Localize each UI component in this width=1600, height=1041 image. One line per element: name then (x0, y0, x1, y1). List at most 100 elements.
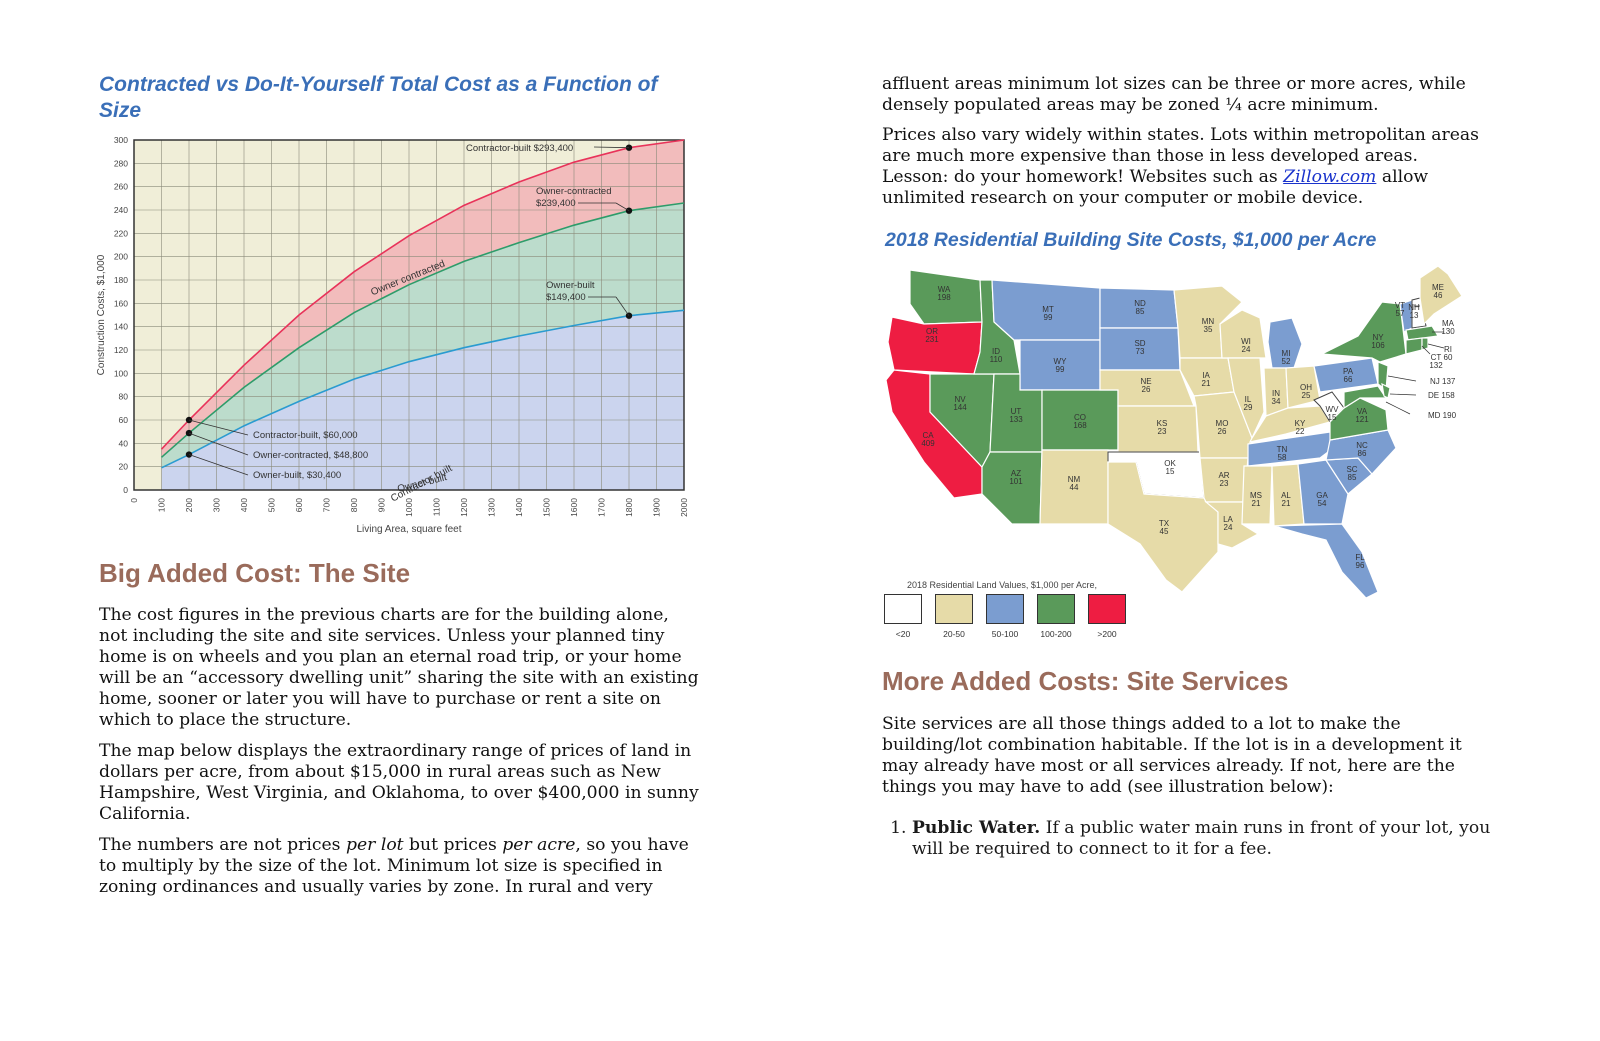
state-value-TX: 45 (1160, 527, 1169, 536)
state-label-AZ: AZ (1011, 469, 1021, 478)
state-label-AR: AR (1218, 471, 1229, 480)
annotation-owner-built-high: Owner-built (546, 280, 595, 291)
y-tick-label: 140 (114, 322, 128, 332)
state-label-ID: ID (992, 347, 1000, 356)
state-MA (1405, 325, 1439, 341)
legend-item: >200 (1087, 594, 1127, 639)
legend-label: >200 (1097, 629, 1117, 639)
state-value-NY: 106 (1371, 341, 1385, 350)
state-label-WY: WY (1054, 357, 1068, 366)
x-tick-label: 1900 (652, 498, 662, 517)
x-tick-label: 900 (377, 498, 387, 512)
state-label-NM: NM (1068, 475, 1081, 484)
x-tick-label: 200 (184, 498, 194, 512)
state-value-MS: 21 (1252, 499, 1261, 508)
state-label-CT: CT (1431, 353, 1442, 362)
state-label-MD: MD 190 (1428, 411, 1457, 420)
state-value-UT: 133 (1009, 415, 1023, 424)
y-tick-label: 280 (114, 158, 128, 168)
state-label-SD: SD (1134, 339, 1145, 348)
state-label-OH: OH (1300, 383, 1312, 392)
state-label-MN: MN (1202, 317, 1215, 326)
annotation-leader (188, 432, 249, 456)
x-tick-label: 800 (349, 498, 359, 512)
state-RI (1421, 337, 1429, 351)
y-tick-label: 0 (123, 485, 128, 495)
state-value-NM: 44 (1070, 483, 1079, 492)
series-line-2 (161, 309, 685, 469)
state-label-RI: RI (1444, 345, 1452, 354)
state-label-TN: TN (1277, 445, 1288, 454)
state-label-GA: GA (1316, 491, 1328, 500)
chart-title: Contracted vs Do-It-Yourself Total Cost … (99, 73, 658, 122)
x-tick-label: 400 (239, 498, 249, 512)
state-label-WA: WA (938, 285, 951, 294)
state-TX (1107, 461, 1219, 593)
y-tick-label: 240 (114, 205, 128, 215)
zillow-link[interactable]: Zillow.com (1283, 167, 1377, 187)
state-FL (1273, 523, 1379, 599)
state-value-WI: 24 (1242, 345, 1251, 354)
state-label-KS: KS (1157, 419, 1168, 428)
map-leader-line (1421, 345, 1431, 355)
state-value-GA: 54 (1318, 499, 1327, 508)
state-value-WA: 198 (937, 293, 951, 302)
state-AZ (981, 451, 1043, 525)
state-OR (887, 316, 983, 375)
state-label-VA: VA (1357, 407, 1368, 416)
state-label-NV: NV (954, 395, 966, 404)
series-line-0 (160, 139, 685, 450)
map-leader-line (1387, 375, 1417, 382)
y-tick-label: 100 (114, 368, 128, 378)
y-tick-label: 20 (119, 462, 129, 472)
state-ME (1419, 265, 1463, 326)
legend-item: 100-200 (1036, 594, 1076, 639)
x-tick-label: 1600 (569, 498, 579, 517)
state-label-MA: MA (1442, 319, 1455, 328)
y-tick-label: 80 (119, 392, 129, 402)
state-label-MO: MO (1216, 419, 1229, 428)
state-value-MN: 35 (1204, 325, 1213, 334)
y-axis-label: Construction Costs, $1,000 (96, 254, 107, 375)
text-run: The numbers are not prices (99, 835, 346, 855)
text-run: Prices also vary widely within states. L… (882, 125, 1479, 187)
state-value-MI: 52 (1282, 357, 1291, 366)
state-value-KY: 22 (1296, 427, 1305, 436)
annotation-leader (188, 454, 249, 476)
state-value-AL: 21 (1282, 499, 1291, 508)
x-tick-label: 0 (129, 498, 139, 503)
legend-label: 50-100 (991, 629, 1019, 639)
state-value-NC: 86 (1358, 449, 1367, 458)
state-NH (1411, 297, 1427, 329)
state-label-OK: OK (1164, 459, 1176, 468)
annotation-contractor-low: Contractor-built, $60,000 (253, 430, 358, 441)
annotation-leader (188, 419, 249, 436)
section-title-site: Big Added Cost: The Site (99, 558, 411, 588)
state-NY (1319, 301, 1407, 363)
text-run: allow unlimited research on your compute… (882, 167, 1429, 208)
state-label-ME: ME (1432, 283, 1444, 292)
state-value-CT: 132 (1429, 361, 1443, 370)
y-tick-label: 60 (119, 415, 129, 425)
state-label-KY: KY (1295, 419, 1306, 428)
map-title: 2018 Residential Building Site Costs, $1… (885, 229, 1377, 251)
paragraph-site-1: The cost figures in the previous charts … (99, 605, 699, 730)
state-label-NH: NH (1408, 303, 1420, 312)
y-tick-label: 180 (114, 275, 128, 285)
us-site-cost-map: WA198OR231CA409NV144ID110MT99WY99UT133AZ… (885, 265, 1463, 599)
x-tick-label: 1700 (597, 498, 607, 517)
y-tick-label: 300 (114, 135, 128, 145)
state-value-CA: 409 (921, 439, 935, 448)
state-MD (1343, 385, 1388, 410)
map-legend: 2018 Residential Land Values, $1,000 per… (883, 580, 1143, 639)
legend-label: 100-200 (1040, 629, 1072, 639)
map-leader-line (1385, 401, 1411, 415)
state-label-IL: IL (1245, 395, 1252, 404)
state-label-MT: MT (1042, 305, 1054, 314)
annotation-leader (593, 146, 630, 149)
state-WI (1219, 309, 1267, 359)
state-label-WI: WI (1241, 337, 1251, 346)
state-value-TN: 58 (1278, 453, 1287, 462)
y-tick-label: 220 (114, 228, 128, 238)
legend-swatch (1088, 594, 1126, 624)
